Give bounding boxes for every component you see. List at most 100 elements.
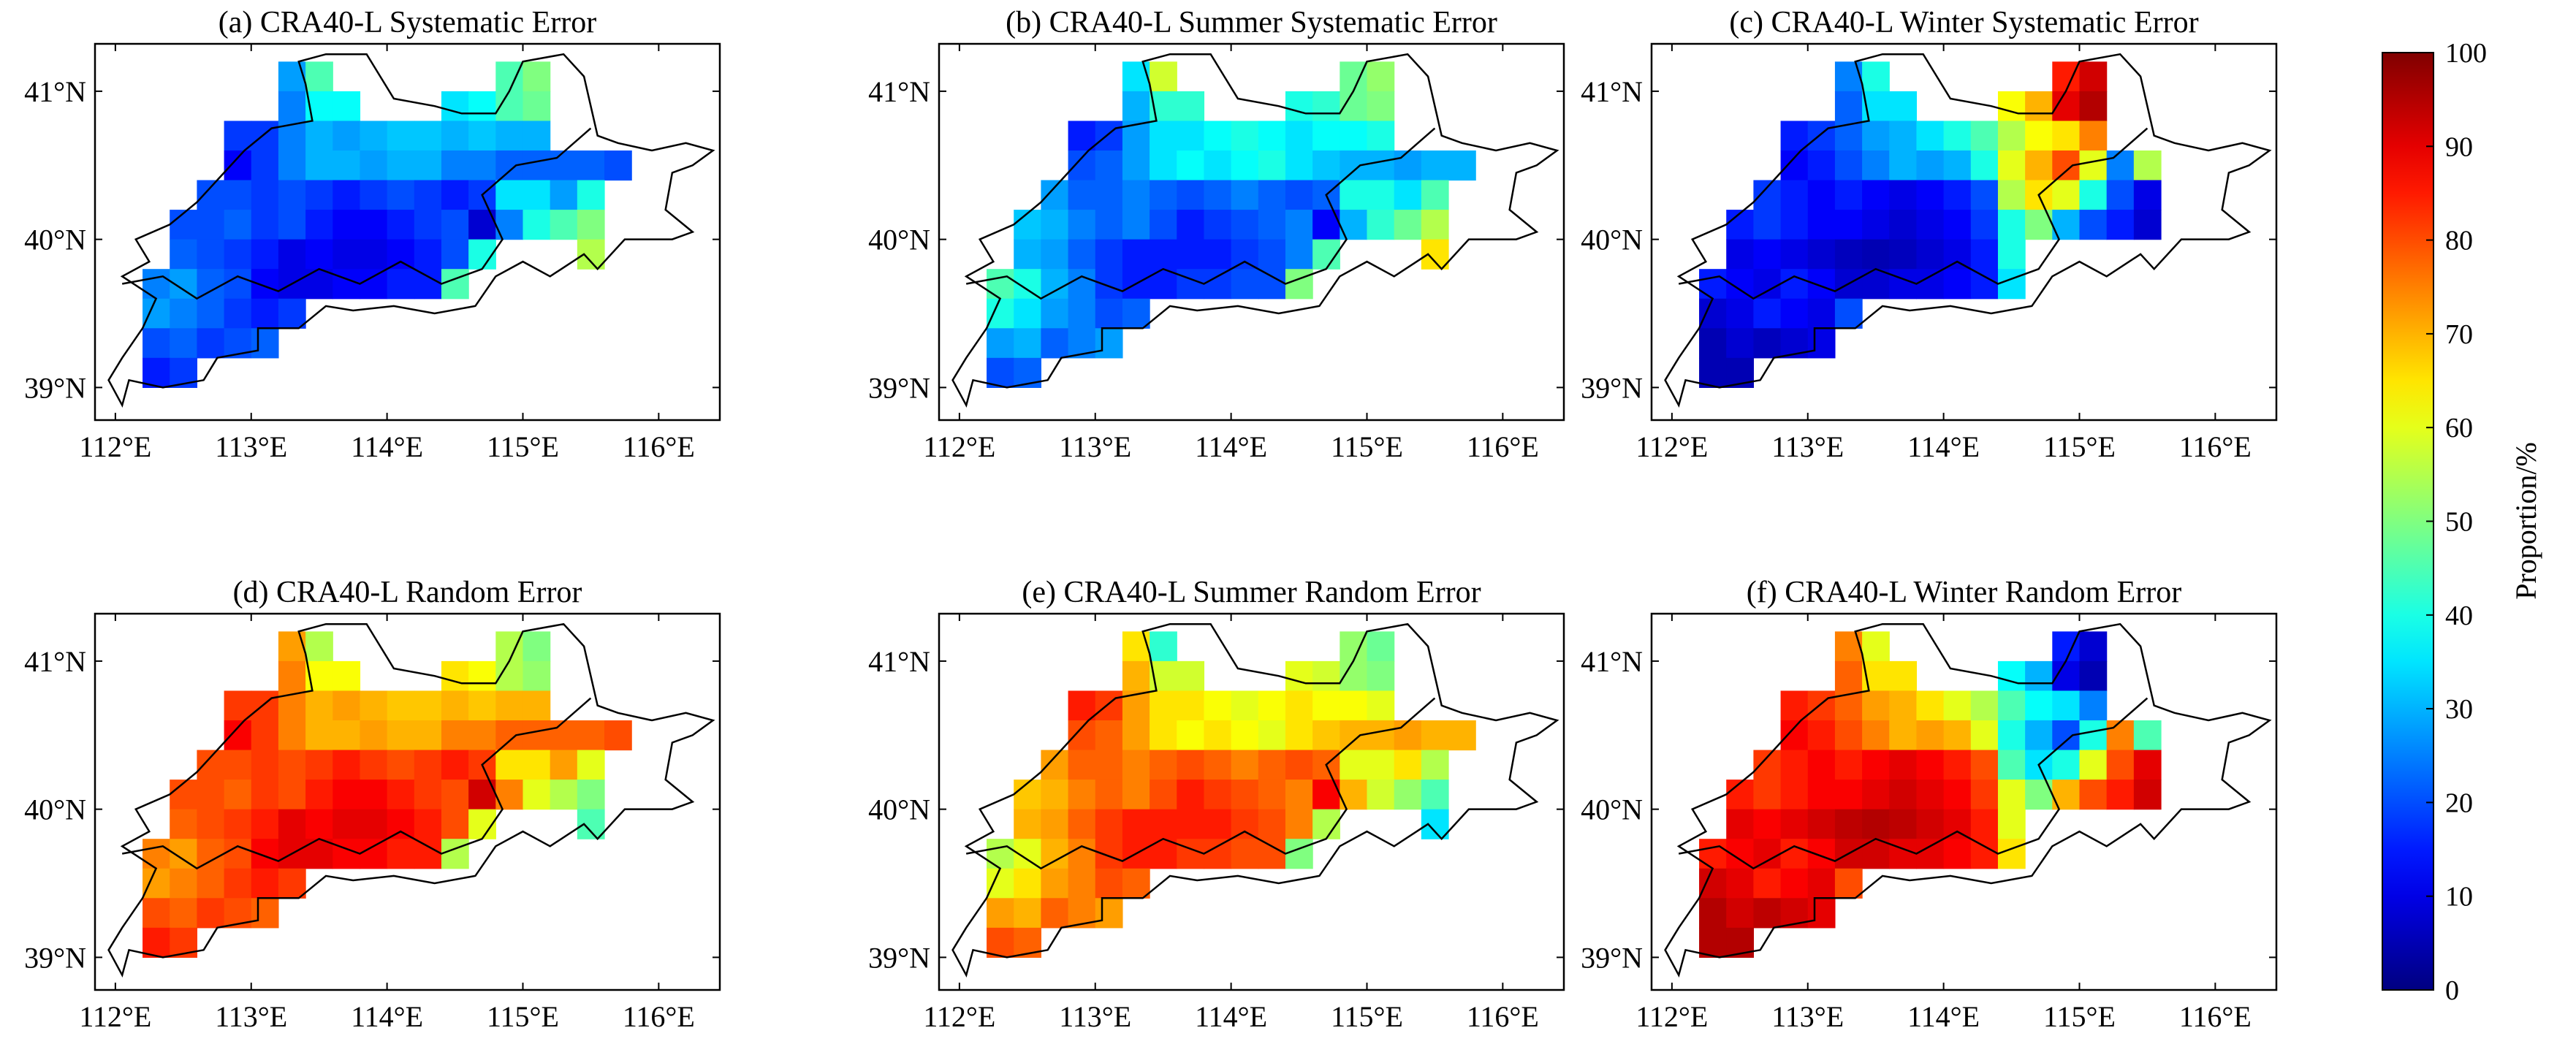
grid-cell — [1726, 780, 1755, 810]
grid-cell — [1421, 809, 1449, 839]
panel-frame — [94, 42, 721, 422]
grid-cell — [143, 298, 170, 329]
grid-cell — [1095, 210, 1123, 240]
grid-cell — [333, 660, 361, 692]
grid-cell — [1862, 631, 1890, 662]
region-boundary — [1664, 53, 2272, 408]
grid-cell — [577, 239, 605, 270]
grid-cell — [414, 121, 442, 151]
grid-cell — [278, 239, 306, 270]
grid-cell — [251, 150, 279, 181]
grid-cells — [143, 631, 632, 958]
grid-cell — [1943, 269, 1972, 300]
grid-cell — [143, 927, 170, 958]
grid-cell — [1367, 660, 1395, 692]
grid-cell — [468, 210, 496, 240]
grid-cell — [1970, 750, 1999, 780]
grid-cell — [251, 269, 279, 300]
grid-cells — [987, 631, 1476, 958]
grid-cell — [1943, 809, 1972, 839]
grid-cell — [1367, 121, 1395, 151]
grid-cell — [2025, 121, 2053, 151]
grid-cell — [1231, 239, 1259, 270]
grid-cell — [251, 210, 279, 240]
grid-cell — [1916, 809, 1945, 839]
grid-cell — [2106, 210, 2135, 240]
grid-cell — [1997, 809, 2026, 839]
grid-cell — [278, 298, 306, 329]
grid-cell — [1258, 150, 1286, 181]
grid-cell — [1312, 121, 1340, 151]
x-tick-label: 116°E — [623, 430, 695, 463]
grid-cell — [1231, 720, 1259, 751]
grid-cell — [1780, 298, 1809, 329]
grid-cell — [1340, 750, 1368, 780]
grid-cell — [441, 239, 469, 270]
x-tick-label: 115°E — [487, 430, 559, 463]
grid-cell — [2079, 690, 2108, 721]
grid-cell — [1421, 780, 1449, 810]
y-tick-label: 39°N — [868, 371, 930, 404]
grid-cell — [1726, 328, 1755, 359]
grid-cell — [1421, 750, 1449, 780]
grid-cell — [2052, 690, 2081, 721]
grid-cell — [278, 660, 306, 692]
grid-cell — [1204, 780, 1232, 810]
grid-cell — [1889, 239, 1918, 270]
grid-cell — [1150, 750, 1177, 780]
grid-cell — [1177, 660, 1205, 692]
grid-cell — [1780, 121, 1809, 151]
grid-cell — [1150, 809, 1177, 839]
grid-cell — [2025, 150, 2053, 181]
grid-cell — [1177, 150, 1205, 181]
grid-cell — [1204, 690, 1232, 721]
grid-cell — [1780, 839, 1809, 869]
inner-boundary — [965, 697, 1436, 870]
colorbar-tick-label: 20 — [2445, 788, 2473, 818]
grid-cell — [1367, 180, 1395, 210]
grid-cell — [1970, 121, 1999, 151]
grid-cell — [577, 150, 605, 181]
grid-cell — [987, 927, 1014, 958]
grid-cell — [1367, 91, 1395, 122]
grid-cell — [441, 809, 469, 839]
grid-cell — [197, 239, 225, 270]
grid-cell — [170, 780, 198, 810]
grid-cell — [1231, 750, 1259, 780]
grid-cell — [441, 210, 469, 240]
grid-cell — [2133, 780, 2162, 810]
grid-cell — [441, 690, 469, 721]
x-tick-label: 115°E — [487, 1000, 559, 1033]
grid-cell — [360, 269, 388, 300]
grid-cell — [1916, 780, 1945, 810]
x-tick-label: 115°E — [2043, 430, 2116, 463]
grid-cell — [1177, 839, 1205, 869]
x-tick-label: 112°E — [79, 1000, 151, 1033]
grid-cell — [441, 150, 469, 181]
grid-cell — [495, 750, 524, 780]
grid-cell — [1285, 210, 1313, 240]
grid-cell — [305, 150, 333, 181]
grid-cell — [224, 750, 252, 780]
grid-cell — [2079, 631, 2108, 662]
y-tick-label: 39°N — [868, 941, 930, 974]
region-boundary — [107, 622, 715, 978]
x-tick-label: 114°E — [1195, 430, 1267, 463]
grid-cell — [1834, 780, 1863, 810]
colorbar-tick-label: 100 — [2445, 38, 2487, 69]
grid-cell — [1285, 269, 1313, 300]
grid-cell — [1041, 239, 1069, 270]
y-tick-label: 40°N — [24, 793, 86, 826]
x-tick-label: 112°E — [1635, 430, 1708, 463]
x-tick-label: 115°E — [1331, 430, 1403, 463]
grid-cell — [468, 690, 496, 721]
grid-cell — [1807, 298, 1836, 329]
grid-cell — [1095, 239, 1123, 270]
x-tick-label: 114°E — [1195, 1000, 1267, 1033]
y-tick-label: 41°N — [868, 645, 930, 678]
grid-cell — [1367, 210, 1395, 240]
grid-cell — [305, 780, 333, 810]
grid-cell — [1780, 720, 1809, 751]
grid-cell — [1943, 720, 1972, 751]
